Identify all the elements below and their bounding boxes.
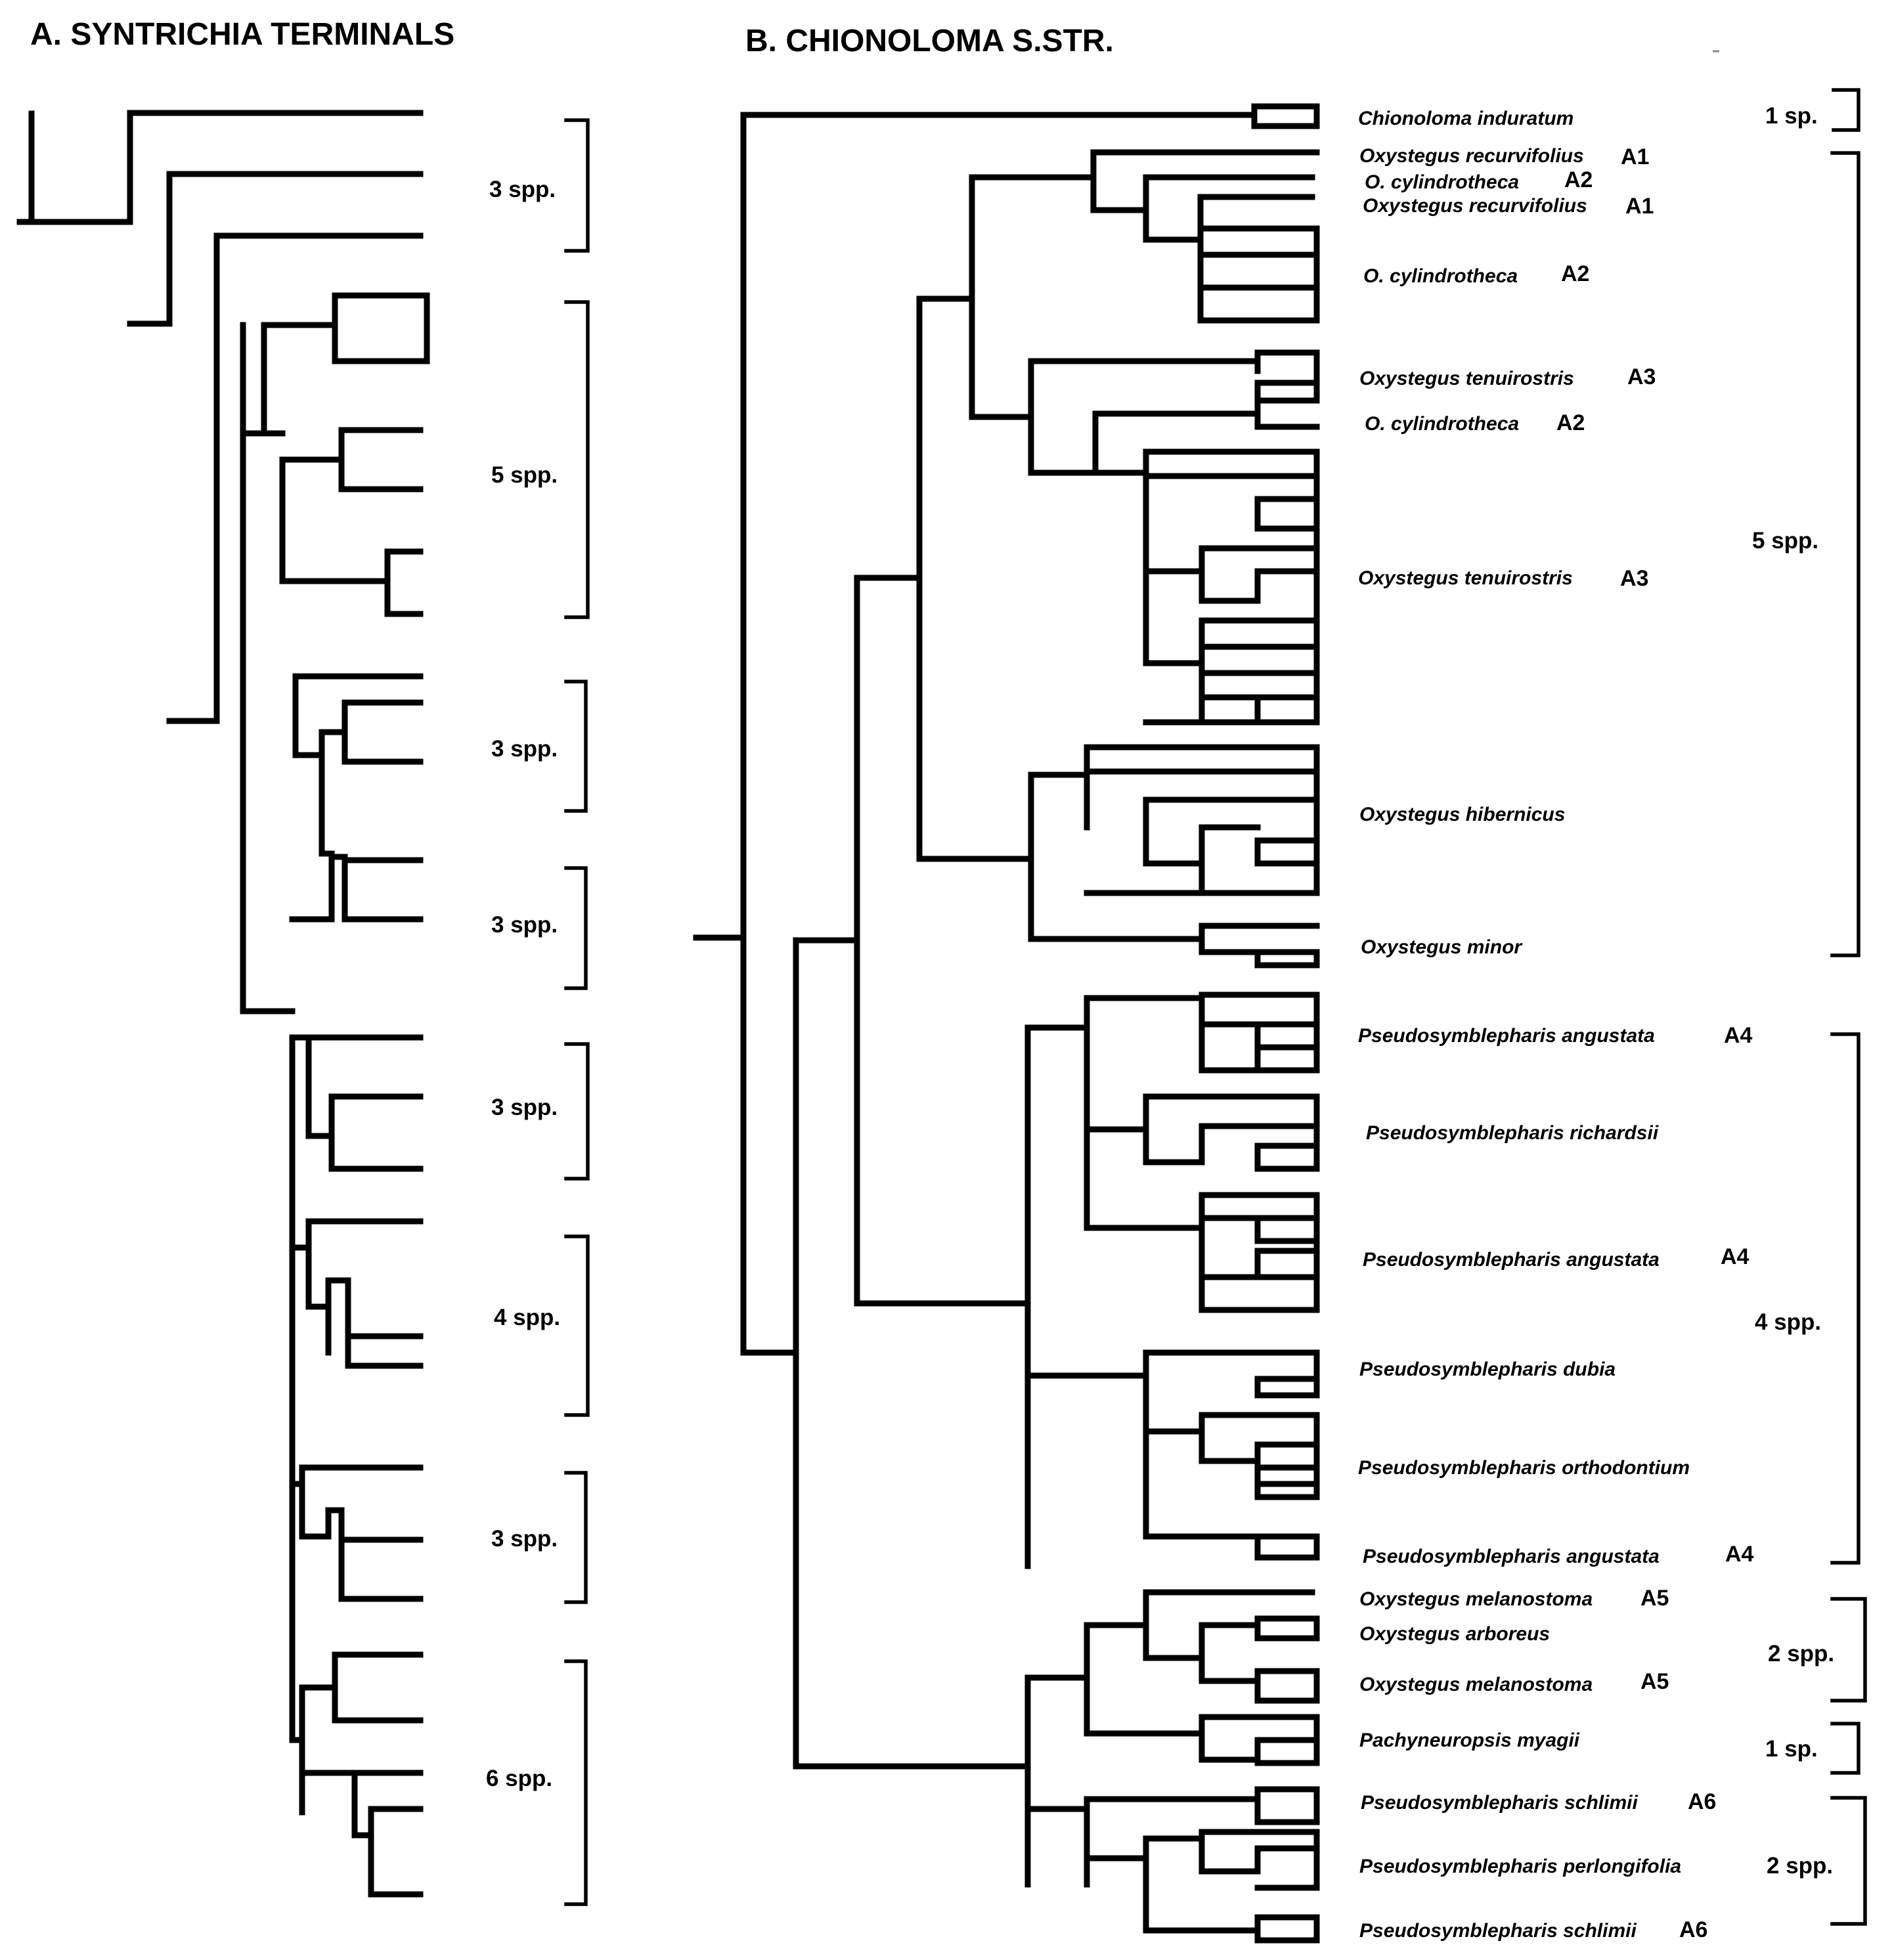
taxon-code: A6 [1679, 1917, 1707, 1942]
panel-a-tree [16, 110, 430, 1898]
panel-b-group-1-count: 1 sp. [1765, 103, 1818, 129]
taxon-label: Pseudosymblepharis perlongifolia [1359, 1856, 1681, 1877]
taxon-code: A1 [1621, 144, 1649, 169]
taxon-label: Pseudosymblepharis orthodontium [1358, 1457, 1690, 1479]
taxon-label: Pachyneuropsis myagii [1359, 1730, 1580, 1751]
taxon-label: Chionoloma induratum [1358, 108, 1573, 129]
panel-a-title: A. SYNTRICHIA TERMINALS [30, 17, 454, 52]
panel-a-brackets [564, 118, 590, 1906]
taxon-code: A4 [1725, 1542, 1754, 1567]
panel-b-group-2-count: 5 spp. [1752, 528, 1818, 554]
taxon-label: Pseudosymblepharis schlimii [1361, 1792, 1638, 1814]
taxon-code: A2 [1564, 167, 1593, 192]
taxon-label: Oxystegus arboreus [1359, 1623, 1550, 1645]
taxon-label: Pseudosymblepharis richardsii [1366, 1122, 1659, 1144]
panel-b-tree [693, 103, 1320, 1944]
taxon-code: A2 [1561, 261, 1589, 286]
taxon-label: Oxystegus tenuirostris [1359, 368, 1574, 389]
taxon-code: A3 [1620, 566, 1648, 591]
taxon-label: Oxystegus melanostoma [1359, 1674, 1593, 1695]
panel-a-group-8-count: 6 spp. [486, 1766, 552, 1791]
panel-b-group-5-count: 1 sp. [1765, 1736, 1818, 1762]
taxon-code: A3 [1627, 364, 1656, 389]
taxon-label: Oxystegus melanostoma [1359, 1588, 1593, 1610]
taxon-label: Pseudosymblepharis angustata [1363, 1546, 1660, 1567]
taxon-label: Pseudosymblepharis schlimii [1359, 1920, 1637, 1942]
panel-b-group-4-count: 2 spp. [1768, 1641, 1834, 1666]
panel-a-group-5-count: 3 spp. [491, 1095, 558, 1120]
panel-b-brackets [1830, 88, 1867, 1926]
taxon-label: O. cylindrotheca [1365, 413, 1519, 435]
taxon-label: O. cylindrotheca [1365, 171, 1519, 193]
taxon-label: Oxystegus minor [1361, 936, 1523, 958]
panel-b-group-6-count: 2 spp. [1767, 1853, 1833, 1879]
taxon-label: Pseudosymblepharis angustata [1358, 1025, 1655, 1047]
panel-a-group-3-count: 3 spp. [491, 736, 558, 762]
panel-b-group-3-count: 4 spp. [1755, 1309, 1821, 1335]
taxon-code: A2 [1556, 410, 1585, 435]
taxon-label: Pseudosymblepharis dubia [1359, 1359, 1616, 1380]
panel-a-group-7-count: 3 spp. [491, 1526, 558, 1552]
panel-a-group-2-count: 5 spp. [491, 462, 558, 488]
taxon-code: A4 [1721, 1244, 1749, 1269]
taxon-label: O. cylindrotheca [1363, 265, 1518, 287]
panel-b-title: B. CHIONOLOMA S.STR. [745, 24, 1114, 58]
panel-a-group-6-count: 4 spp. [494, 1305, 560, 1330]
taxon-code: A5 [1640, 1586, 1669, 1611]
taxon-label: Oxystegus tenuirostris [1358, 567, 1573, 589]
taxon-label: Oxystegus recurvifolius [1359, 145, 1584, 167]
panel-a-group-1-count: 3 spp. [489, 177, 556, 202]
taxon-code: A1 [1625, 194, 1654, 219]
panel-a-group-4-count: 3 spp. [491, 912, 558, 938]
taxon-code: A5 [1640, 1669, 1669, 1694]
taxon-code: A6 [1688, 1789, 1716, 1814]
taxon-code: A4 [1724, 1023, 1753, 1048]
taxon-label: Pseudosymblepharis angustata [1363, 1249, 1660, 1271]
taxon-label: Oxystegus hibernicus [1359, 804, 1565, 825]
taxon-label: Oxystegus recurvifolius [1363, 195, 1587, 217]
